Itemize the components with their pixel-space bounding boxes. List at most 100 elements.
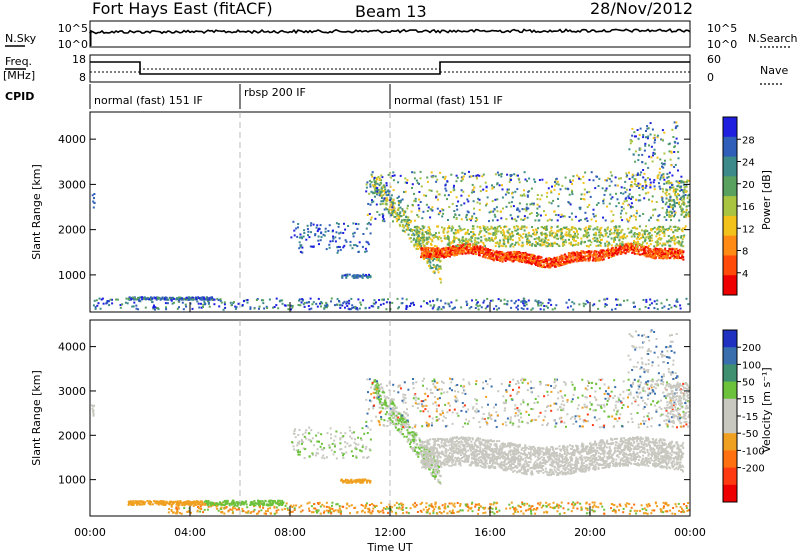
velocity-cell-323 <box>523 504 526 507</box>
power-cell-3533 <box>515 229 518 232</box>
power-cell-4575 <box>685 205 688 208</box>
velocity-cell-71 <box>453 502 456 505</box>
power-cell-3839 <box>479 202 481 205</box>
power-cell-2616 <box>631 251 634 254</box>
power-colorbar-label-4: 20 <box>742 180 755 191</box>
power-cell-972 <box>374 184 376 187</box>
power-cell-722 <box>361 245 364 248</box>
power-cell-2544 <box>619 251 622 254</box>
power-cell-1955 <box>485 251 488 254</box>
power-cell-1622 <box>660 256 663 258</box>
power-cell-3131 <box>651 228 654 230</box>
power-cell-268 <box>397 307 400 310</box>
power-cell-177 <box>253 307 256 310</box>
power-cell-3747 <box>399 174 402 177</box>
power-cell-1048 <box>380 191 383 194</box>
power-cell-4546 <box>668 215 671 218</box>
power-cell-2119 <box>589 256 592 258</box>
power-cell-3872 <box>512 205 515 208</box>
power-cell-3985 <box>494 215 497 218</box>
power-cell-1101 <box>373 185 376 188</box>
power-cell-3477 <box>602 235 605 238</box>
power-cell-4237 <box>411 203 414 206</box>
power-cell-359 <box>342 302 345 305</box>
power-cell-4236 <box>462 190 465 193</box>
power-cell-2526 <box>439 253 441 256</box>
power-cell-2636 <box>635 243 637 246</box>
power-cell-2301 <box>426 255 429 258</box>
power-cell-4172 <box>370 216 373 219</box>
power-cell-3589 <box>663 242 666 245</box>
power-cell-2247 <box>666 251 669 254</box>
power-cell-3551 <box>483 229 486 232</box>
power-cell-3689 <box>652 214 654 217</box>
power-cell-1891 <box>570 259 573 262</box>
power-cell-904 <box>408 237 411 240</box>
power-cell-1047 <box>414 243 417 246</box>
power-cell-4055 <box>589 195 592 198</box>
power-cell-3544 <box>567 233 570 236</box>
power-cell-4502 <box>673 201 676 204</box>
power-cell-2326 <box>648 252 651 255</box>
power-cell-2951 <box>422 233 425 236</box>
power-cell-3083 <box>533 231 536 234</box>
nsky-label: N.Sky <box>5 32 37 45</box>
power-cell-2804 <box>617 228 620 231</box>
power-cell-2180 <box>644 245 647 248</box>
power-cell-1100 <box>383 192 386 195</box>
power-cell-4045 <box>468 170 470 173</box>
power-cell-2441 <box>668 257 671 260</box>
velocity-cell-238 <box>413 505 416 508</box>
power-cell-3349 <box>471 225 474 228</box>
power-cell-4084 <box>564 176 567 179</box>
power-cell-3997 <box>628 197 631 200</box>
power-cell-3414 <box>586 245 589 248</box>
power-cell-3467 <box>522 233 525 235</box>
power-cell-112 <box>152 306 155 309</box>
power-cell-4443 <box>633 135 636 138</box>
power-cell-2464 <box>546 264 549 267</box>
power-cell-2838 <box>646 233 649 236</box>
power-cell-3526 <box>616 229 619 231</box>
power-cell-3065 <box>579 228 582 231</box>
power-cell-3429 <box>517 243 520 246</box>
power-cell-1717 <box>447 250 450 253</box>
power-cell-2902 <box>606 245 609 248</box>
velocity-cell-144 <box>381 509 384 512</box>
power-cell-486 <box>213 298 216 301</box>
power-cell-27 <box>126 302 129 305</box>
power-cell-4554 <box>675 195 678 198</box>
power-cell-4425 <box>629 142 632 145</box>
power-cell-3640 <box>553 184 556 187</box>
power-cell-215 <box>679 304 682 307</box>
velocity-cell-75 <box>468 507 471 510</box>
power-cell-3859 <box>553 188 556 191</box>
power-cell-2098 <box>602 252 605 255</box>
power-cell-3739 <box>588 190 591 193</box>
power-cell-2342 <box>600 252 603 255</box>
power-cell-2210 <box>506 258 509 261</box>
power-cell-2823 <box>525 226 528 229</box>
power-cell-3615 <box>628 244 631 247</box>
power-cell-23 <box>350 308 352 311</box>
power-cell-3549 <box>655 235 658 238</box>
power-cell-796 <box>356 274 359 277</box>
power-cell-4160 <box>455 196 458 199</box>
power-cell-2239 <box>525 253 528 256</box>
velocity-cell-286 <box>459 509 462 512</box>
power-cell-3635 <box>508 180 511 183</box>
power-cell-577 <box>146 297 149 300</box>
power-cell-3450 <box>541 241 544 244</box>
power-cell-966 <box>389 212 392 215</box>
velocity-cell-59 <box>610 507 612 510</box>
power-cell-120 <box>480 306 483 309</box>
velocity-cell-154 <box>292 504 295 507</box>
power-cell-2498 <box>608 254 611 257</box>
power-cell-2243 <box>521 256 524 259</box>
power-cell-4399 <box>668 150 671 153</box>
power-cell-2967 <box>658 230 661 233</box>
power-cell-2474 <box>537 256 540 259</box>
power-cell-3886 <box>557 205 560 208</box>
power-cell-895 <box>437 265 440 268</box>
power-cell-2638 <box>503 255 506 258</box>
